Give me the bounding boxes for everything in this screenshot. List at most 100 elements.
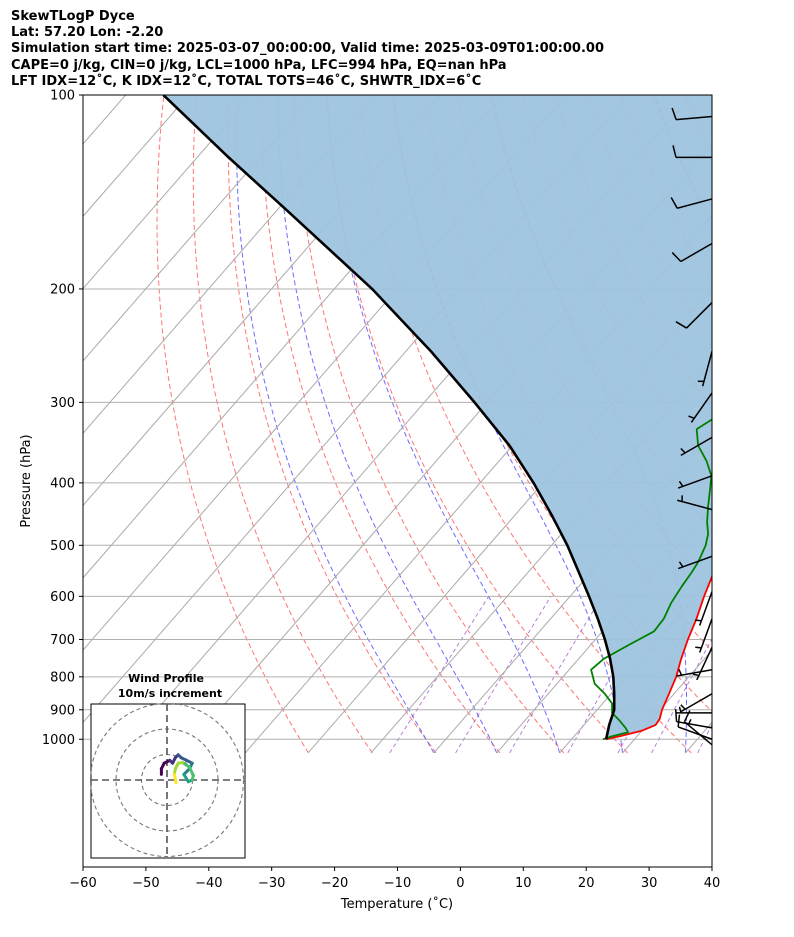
- wind-barb: [692, 647, 713, 681]
- y-tick-label: 600: [50, 590, 75, 605]
- wind-barb-staff: [677, 475, 713, 489]
- hodograph-segment: [187, 765, 195, 778]
- y-tick-label: 900: [50, 703, 75, 718]
- dry-adiabat: [261, 95, 501, 754]
- isotherm-line: [83, 95, 315, 362]
- wind-barb-half-feather: [680, 447, 686, 454]
- wind-barb-staff: [680, 242, 713, 263]
- cape-cin-shading: [163, 95, 712, 740]
- wind-barb: [688, 392, 713, 423]
- wind-barb: [677, 555, 713, 570]
- moist-adiabat: [327, 95, 561, 754]
- stability-indices-line-2: LFT IDX=12˚C, K IDX=12˚C, TOTAL TOTS=46˚…: [11, 73, 482, 89]
- y-tick-label: 1000: [42, 733, 75, 748]
- wind-barb-feather: [677, 714, 681, 728]
- wind-barb: [680, 693, 713, 713]
- dewpoint-line: [590, 418, 712, 741]
- wind-barb: [695, 618, 713, 653]
- stability-indices-line-1: CAPE=0 j/kg, CIN=0 j/kg, LCL=1000 hPa, L…: [11, 57, 507, 73]
- wind-barb: [697, 351, 713, 387]
- x-tick-label: −50: [132, 876, 159, 891]
- x-tick-label: 10: [515, 876, 532, 891]
- mixing-ratio-line: [389, 596, 490, 754]
- parcel-line: [162, 95, 616, 740]
- hodograph-segment: [173, 777, 178, 785]
- wind-barb: [670, 197, 713, 210]
- wind-barb: [676, 668, 713, 677]
- hodograph-ring: [89, 702, 245, 858]
- wind-barb-feather: [675, 321, 687, 329]
- chart-header: SkewTLogP Dyce Lat: 57.20 Lon: -2.20 Sim…: [11, 9, 604, 90]
- wind-barb-staff: [701, 351, 713, 387]
- wind-barb: [672, 145, 712, 159]
- location-line: Lat: 57.20 Lon: -2.20: [11, 25, 164, 41]
- y-tick-label: 500: [50, 539, 75, 554]
- dry-adiabat: [783, 95, 794, 753]
- y-tick-label: 800: [50, 670, 75, 685]
- dry-adiabat: [227, 95, 437, 754]
- wind-barb-staff: [698, 591, 713, 626]
- y-tick-label: 200: [50, 282, 75, 297]
- mixing-ratio-line: [509, 596, 603, 754]
- x-tick-label: −20: [321, 876, 348, 891]
- x-tick-label: 0: [456, 876, 464, 891]
- wind-barb-staff: [680, 693, 713, 713]
- x-tick-label: −10: [384, 876, 411, 891]
- wind-barb-staff: [676, 668, 713, 677]
- y-axis-label: Pressure (hPa): [19, 434, 34, 527]
- wind-barb-staff: [677, 198, 713, 210]
- wind-barb-staff: [696, 647, 713, 681]
- dry-adiabat: [156, 95, 309, 754]
- wind-barb: [676, 706, 712, 714]
- y-tick-label: 300: [50, 396, 75, 411]
- chart-title: SkewTLogP Dyce: [11, 9, 135, 24]
- wind-barb-staff: [683, 721, 713, 746]
- time-line: Simulation start time: 2025-03-07_00:00:…: [11, 41, 604, 57]
- wind-barb-staff: [677, 499, 713, 511]
- isotherm-line: [496, 504, 712, 754]
- wind-barb-half-feather: [692, 673, 700, 677]
- wind-barb-feather: [671, 252, 682, 262]
- wind-barb-half-feather: [678, 669, 683, 676]
- x-tick-label: 30: [641, 876, 658, 891]
- wind-barb: [671, 107, 713, 121]
- wind-barb-staff: [677, 726, 713, 740]
- wind-barb-staff: [690, 392, 713, 423]
- wind-barb: [671, 242, 713, 263]
- y-tick-label: 400: [50, 476, 75, 491]
- wind-barb: [675, 302, 713, 329]
- mixing-ratio-line: [739, 596, 794, 753]
- y-tick-label: 700: [50, 633, 75, 648]
- wind-barb: [680, 436, 713, 457]
- x-tick-label: 20: [578, 876, 595, 891]
- isotherm-line: [83, 95, 252, 290]
- mixing-ratio-line: [697, 723, 712, 754]
- temperature-line: [605, 574, 712, 741]
- x-axis-label: Temperature (˚C): [340, 896, 453, 912]
- isotherm-line: [83, 95, 127, 145]
- wind-barb-staff: [698, 618, 713, 653]
- wind-barb-half-feather: [680, 704, 686, 710]
- wind-barb: [677, 495, 713, 511]
- wind-barb: [677, 475, 713, 489]
- wind-barb: [695, 591, 713, 626]
- wind-barb-half-feather: [695, 646, 702, 649]
- hodograph-subtitle: 10m/s increment: [118, 687, 222, 700]
- dry-adiabat: [326, 95, 628, 754]
- wind-barb-half-feather: [678, 561, 684, 568]
- wind-barb-feather: [671, 107, 677, 120]
- wind-barb-feather: [670, 197, 678, 209]
- wind-barb-staff: [676, 115, 713, 121]
- dry-adiabat: [293, 95, 565, 754]
- x-tick-label: −60: [69, 876, 96, 891]
- wind-barb-feather: [672, 145, 677, 158]
- x-tick-label: 40: [704, 876, 721, 891]
- wind-barb-half-feather: [678, 480, 684, 487]
- dry-adiabat: [718, 95, 794, 753]
- wind-barb-staff: [677, 555, 713, 570]
- wind-barb-feather: [674, 709, 678, 722]
- hodograph-frame: [90, 703, 246, 859]
- wind-barb-half-feather: [695, 619, 702, 622]
- x-tick-label: −30: [258, 876, 285, 891]
